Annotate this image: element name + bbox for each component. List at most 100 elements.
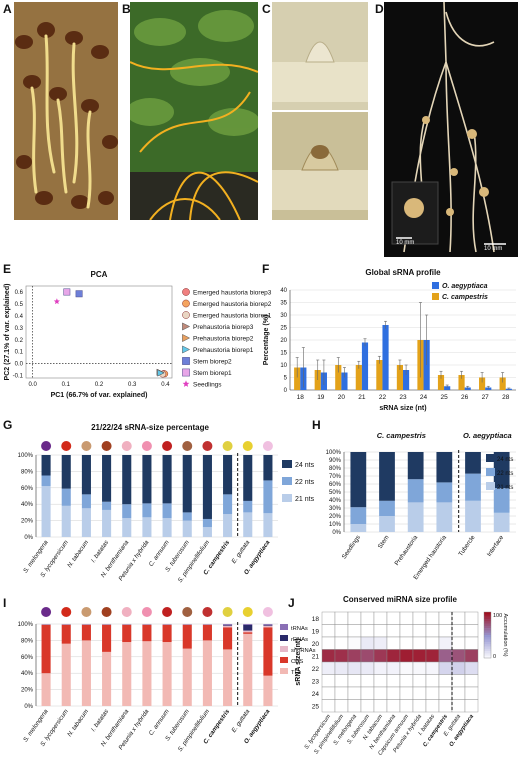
srna-y-tick: 15 xyxy=(280,351,287,357)
heatmap-cell xyxy=(360,636,375,650)
size-percent-bar-segment xyxy=(81,455,91,495)
category-legend-swatch xyxy=(280,657,288,663)
tissue-size-y-tick: 30% xyxy=(329,506,342,512)
pca-legend-marker xyxy=(182,345,191,354)
srna-y-tick: 0 xyxy=(284,388,288,394)
heatmap-cell xyxy=(412,699,427,713)
category-bar-segment xyxy=(263,625,273,628)
heatmap-cell xyxy=(373,649,388,663)
heatmap-cell xyxy=(334,686,349,700)
colorbar-step xyxy=(484,639,491,643)
srna-bar xyxy=(479,377,486,390)
heatmap-cell xyxy=(347,674,362,688)
heatmap-row-label: 21 xyxy=(312,653,320,660)
size-percent-bar-segment xyxy=(61,488,71,506)
heatmap-cell xyxy=(373,611,388,625)
size-percent-bar-segment xyxy=(243,512,253,537)
category-legend-swatch xyxy=(280,635,288,641)
species-icon xyxy=(41,441,52,451)
colorbar-step xyxy=(484,648,491,652)
category-bar-segment xyxy=(223,624,233,626)
heatmap-cell xyxy=(360,699,375,713)
pca-legend-label: Emerged haustoria biorep2 xyxy=(193,301,272,308)
heatmap-cell xyxy=(360,649,375,663)
heatmap-cell xyxy=(347,611,362,625)
heatmap-cell xyxy=(412,661,427,675)
pca-legend-marker xyxy=(182,311,190,319)
species-icon xyxy=(141,441,152,451)
species-icon xyxy=(121,441,132,451)
panel-letter-c: C xyxy=(262,2,271,16)
pca-legend-label: Stem biorep1 xyxy=(193,370,232,377)
category-bar-segment xyxy=(41,673,51,706)
heatmap-row-label: 20 xyxy=(312,641,320,648)
species-icon xyxy=(101,607,112,617)
category-bar-segment xyxy=(182,648,192,706)
size-percent-legend-label: 22 nts xyxy=(295,479,315,486)
heatmap-cell xyxy=(334,611,349,625)
size-percent-bar-segment xyxy=(122,455,132,505)
category-bar-segment xyxy=(81,640,91,706)
size-percent-bar-segment xyxy=(202,527,212,537)
srna-legend-label: C. campestris xyxy=(442,294,488,301)
heatmap-row-label: 22 xyxy=(312,666,320,673)
pca-plot-frame xyxy=(25,285,173,379)
size-percent-legend-swatch xyxy=(282,494,292,502)
heatmap-cell xyxy=(321,661,336,675)
srna-y-tick: 10 xyxy=(280,363,287,369)
species-icon xyxy=(182,607,193,617)
tissue-legend-swatch xyxy=(486,468,495,476)
category-x-tick: I. batatas xyxy=(90,708,110,733)
species-icon xyxy=(101,441,112,451)
colorbar-step xyxy=(484,653,491,656)
heatmap-cell xyxy=(451,686,466,700)
heatmap-cell xyxy=(360,611,375,625)
pca-point xyxy=(75,290,83,298)
heatmap-cell xyxy=(360,624,375,638)
heatmap-cell xyxy=(464,674,479,688)
category-legend-swatch xyxy=(280,624,288,630)
size-percent-bar-segment xyxy=(182,455,192,513)
category-bar-segment xyxy=(182,624,192,649)
size-percent-legend-label: 24 nts xyxy=(295,462,315,469)
heatmap-cell xyxy=(334,624,349,638)
heatmap-cell xyxy=(360,686,375,700)
colorbar-max-label: 100 xyxy=(493,613,502,619)
size-percent-bar-segment xyxy=(41,486,51,537)
colorbar-frame xyxy=(483,611,492,659)
size-percent-bar-segment xyxy=(182,520,192,537)
tissue-size-x-tick: Interface xyxy=(486,534,506,558)
tissue-size-bar-segment xyxy=(379,452,395,501)
tissue-size-bar-segment xyxy=(350,507,367,524)
heatmap-row-label: 19 xyxy=(312,628,320,635)
heatmap-cell xyxy=(438,686,453,700)
heatmap-cell xyxy=(412,649,427,663)
species-icon xyxy=(262,441,273,451)
srna-y-tick: 30 xyxy=(280,313,287,319)
pca-x-tick: 0.2 xyxy=(95,382,104,388)
heatmap-cell xyxy=(464,699,479,713)
heatmap-cell xyxy=(464,636,479,650)
colorbar-step xyxy=(484,623,491,627)
tissue-size-bar-segment xyxy=(493,452,510,488)
heatmap-cell xyxy=(425,649,440,663)
colorbar-step xyxy=(484,616,491,620)
tissue-size-y-tick: 50% xyxy=(329,490,342,496)
size-percent-bar-segment xyxy=(41,475,51,487)
pca-legend-marker xyxy=(182,299,190,308)
heatmap-cell xyxy=(334,649,349,663)
srna-x-tick: 25 xyxy=(440,394,448,401)
category-y-tick: 20% xyxy=(21,688,34,694)
tissue-size-bar-segment xyxy=(379,516,395,532)
heatmap-cell xyxy=(399,624,414,638)
colorbar-step xyxy=(484,612,491,615)
srna-x-tick: 26 xyxy=(461,394,469,401)
heatmap-cell xyxy=(412,611,427,625)
category-bar-segment xyxy=(81,624,91,641)
category-bar-segment xyxy=(162,624,172,643)
panel-letter-f: F xyxy=(262,262,270,276)
size-percent-legend-swatch xyxy=(282,477,292,485)
tissue-legend-swatch xyxy=(486,482,495,490)
pca-legend-label: Emerged haustoria biorep1 xyxy=(193,313,272,320)
heatmap-cell xyxy=(373,699,388,713)
